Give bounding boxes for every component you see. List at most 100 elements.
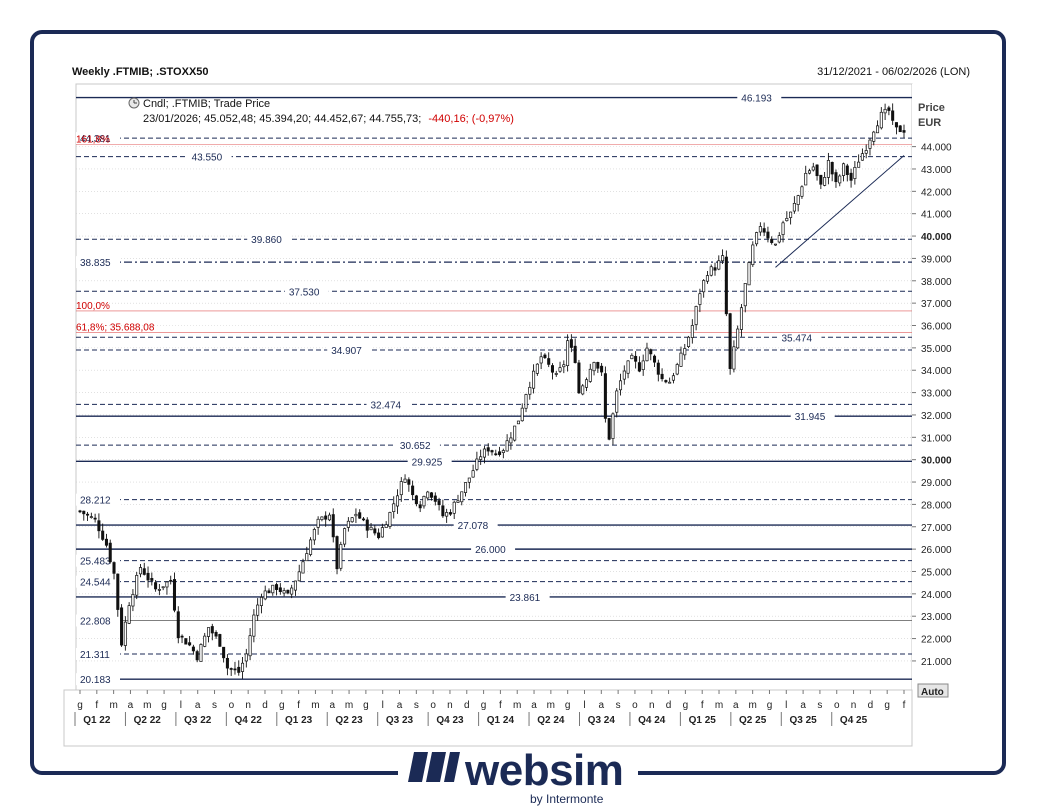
candlestick-series [78, 103, 906, 679]
candle-body [853, 166, 857, 179]
candle-body [891, 110, 895, 121]
logo-slash-3 [444, 752, 460, 782]
level-label-bg [327, 343, 372, 356]
candle-body [358, 512, 362, 519]
y-tick-label: 44.000 [921, 143, 952, 154]
candle-body [702, 280, 706, 293]
month-label: m [143, 700, 151, 711]
candle-body [755, 232, 759, 245]
candle-body [418, 504, 422, 509]
candle-body [225, 657, 229, 669]
month-label: a [329, 700, 335, 711]
y-tick-label: 25.000 [921, 567, 952, 578]
candle-body [414, 495, 418, 505]
month-label: m [345, 700, 353, 711]
level-label: 20.183 [80, 675, 111, 686]
logo-slash-2 [426, 752, 446, 782]
candle-body [112, 562, 116, 574]
candle-body [86, 513, 90, 516]
candle-body [339, 544, 343, 569]
candle-body [373, 528, 377, 534]
level-label-bg [407, 455, 452, 468]
candle-body [709, 266, 713, 276]
month-label: s [212, 700, 217, 711]
month-label: m [748, 700, 756, 711]
quarter-label: Q3 25 [789, 715, 817, 726]
candle-body [868, 139, 872, 149]
level-label: 23.861 [510, 593, 541, 604]
month-label: g [77, 700, 83, 711]
candle-body [241, 662, 245, 672]
month-label: a [800, 700, 806, 711]
auto-scale-button[interactable]: Auto [917, 683, 949, 698]
candle-body [263, 590, 267, 600]
month-label: n [649, 700, 655, 711]
candle-body [89, 516, 93, 518]
level-label: 29.925 [412, 457, 443, 468]
auto-button-label[interactable]: Auto [921, 687, 944, 698]
candle-body [516, 420, 520, 425]
candle-body [430, 492, 434, 498]
candle-body [361, 518, 366, 521]
candle-body [830, 162, 834, 175]
candle-body [588, 368, 592, 382]
candle-body [275, 584, 279, 590]
currency-axis-title: EUR [918, 117, 941, 129]
level-label-bg [790, 410, 835, 423]
candle-body [543, 354, 547, 358]
candle-body [180, 635, 184, 638]
candle-body [101, 530, 105, 540]
candle-body [267, 590, 271, 594]
candle-body [747, 262, 751, 286]
candle-body [206, 627, 211, 637]
month-label: a [733, 700, 739, 711]
candle-body [562, 364, 566, 368]
candle-body [422, 496, 426, 507]
candle-body [154, 582, 158, 590]
month-label: o [632, 700, 638, 711]
candle-body [618, 380, 623, 391]
month-label: g [161, 700, 167, 711]
plot-area [75, 83, 913, 691]
y-tick-label: 27.000 [921, 523, 952, 534]
auto-button-box[interactable] [917, 683, 949, 698]
candle-body [596, 362, 600, 369]
month-label: g [767, 700, 773, 711]
candle-body [324, 515, 328, 520]
candle-body [471, 470, 475, 478]
candle-body [214, 632, 218, 637]
candle-body [350, 517, 354, 523]
candle-body [807, 170, 812, 174]
quarter-label: Q1 22 [83, 715, 111, 726]
brand-name: websim [465, 746, 624, 795]
month-label: m [547, 700, 555, 711]
candle-body [191, 646, 195, 652]
candle-body [524, 394, 528, 409]
candle-body [845, 165, 849, 175]
quarter-label: Q2 22 [134, 715, 162, 726]
month-label: d [262, 700, 268, 711]
support-resistance-levels: 46.193 44.381 43.550 39.860 38.835 37.530 35.4… [76, 91, 912, 686]
legend-line2: 23/01/2026; 45.052,48; 45.394,20; 44.452… [143, 113, 514, 125]
level-label: 31.945 [795, 412, 826, 423]
candle-body [626, 360, 630, 374]
quarter-label: Q3 23 [386, 715, 414, 726]
fibonacci-labels: 161,8% 100,0% 61,8%; 35.688,08 [76, 134, 912, 333]
candle-body [188, 642, 192, 646]
candle-body [486, 447, 490, 452]
brand-subtitle: by Intermonte [530, 792, 604, 806]
level-label: 25.483 [80, 557, 111, 568]
candle-body [498, 451, 502, 455]
level-label: 39.860 [251, 235, 282, 246]
candle-body [819, 174, 823, 185]
level-label: 34.907 [331, 346, 362, 357]
candle-body [320, 516, 324, 521]
candle-body [161, 586, 165, 589]
y-tick-label: 41.000 [921, 210, 952, 221]
candle-body [116, 573, 120, 610]
candle-body [248, 635, 252, 657]
candle-body [309, 539, 313, 555]
candle-body [157, 589, 161, 591]
level-label-bg [453, 519, 498, 532]
